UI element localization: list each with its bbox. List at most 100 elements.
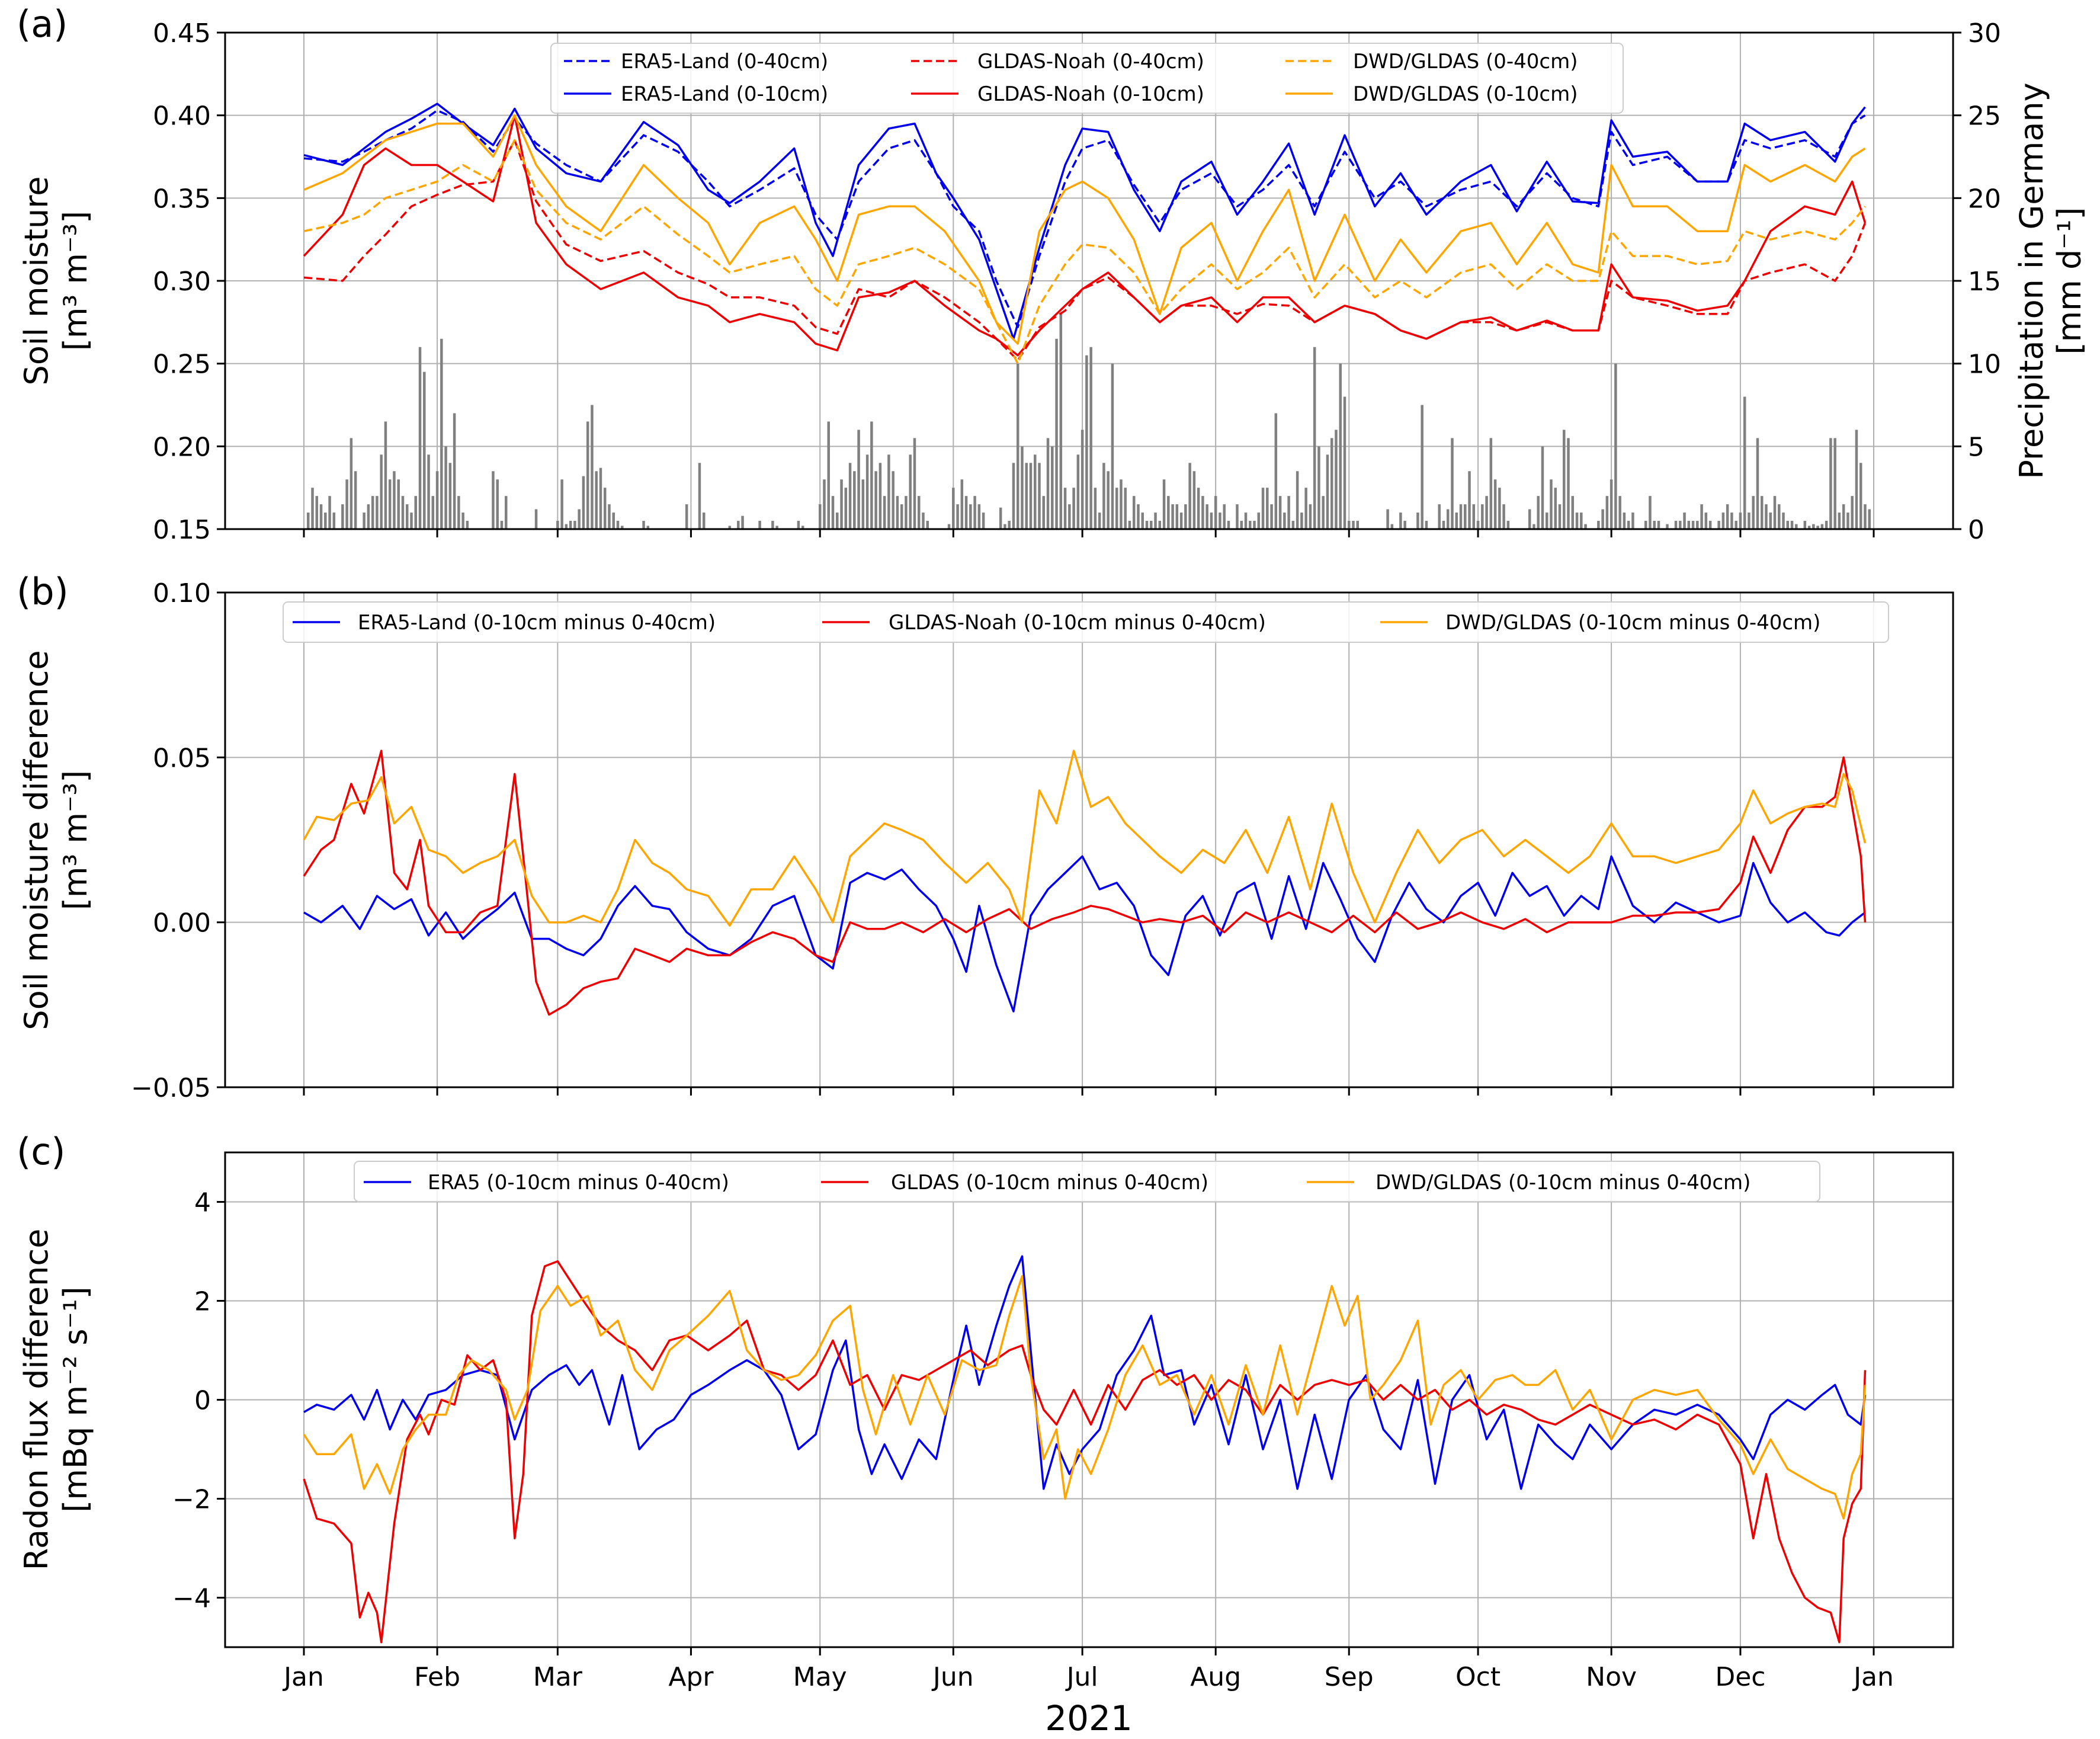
precip-bar	[418, 347, 422, 529]
x-tick-label: Nov	[1586, 1662, 1637, 1692]
precip-bar	[1120, 479, 1123, 529]
precip-bar	[354, 471, 357, 529]
precip-bar	[831, 496, 835, 529]
precip-bar	[1309, 504, 1312, 529]
panel-b-ylabel-line2: [m³ m⁻³]	[57, 770, 94, 910]
precip-bar	[1171, 504, 1174, 529]
y-tick-label: 0.25	[153, 350, 211, 380]
precip-bar	[565, 524, 568, 529]
precip-bar	[999, 507, 1002, 529]
precip-bar	[1769, 513, 1772, 529]
precip-bar	[1184, 504, 1187, 529]
precip-bar	[586, 421, 589, 529]
precip-bar	[801, 526, 804, 529]
precip-bar	[1666, 524, 1669, 529]
precip-bar	[1167, 496, 1170, 529]
precip-bar	[1691, 521, 1695, 529]
precip-bar	[1864, 504, 1867, 529]
series-line-gldas-noah-0-10cm-	[303, 114, 1867, 357]
precip-bar	[1442, 521, 1445, 529]
precip-bar	[1838, 513, 1841, 529]
precip-bar	[414, 496, 418, 529]
precip-bar	[1743, 396, 1746, 529]
precip-bar	[1175, 504, 1179, 529]
precip-bar	[1601, 509, 1604, 529]
precip-bar	[1700, 504, 1703, 529]
precip-bar	[1734, 521, 1737, 529]
precip-bar	[534, 509, 538, 529]
precip-bar	[1201, 496, 1204, 529]
y2-tick-label: 25	[1968, 101, 2001, 132]
precip-bar	[1726, 504, 1729, 529]
precip-bar	[393, 471, 396, 529]
precip-bar	[595, 471, 598, 529]
precip-bar	[1748, 513, 1750, 529]
precip-bar	[1485, 496, 1488, 529]
precip-bar	[1674, 521, 1678, 529]
precip-bar	[964, 496, 968, 529]
precip-bar	[1446, 509, 1450, 529]
series-line-dwd-gldas-0-10cm-	[303, 114, 1866, 345]
legend-a-gldas-40: GLDAS-Noah (0-40cm)	[977, 50, 1204, 73]
precip-bar	[569, 521, 572, 529]
legend-b-gldas: GLDAS-Noah (0-10cm minus 0-40cm)	[889, 611, 1266, 635]
precip-bar	[388, 479, 392, 529]
panel-a-label: (a)	[17, 2, 68, 46]
precip-bar	[1610, 479, 1613, 529]
precip-bar	[913, 438, 916, 529]
precip-bar	[578, 509, 581, 529]
precip-bar	[737, 521, 740, 529]
precip-bar	[1563, 430, 1566, 529]
y-tick-label: 0.30	[153, 267, 211, 297]
series-line-dwd-gldas-0-10cm-minus-0-40cm-	[303, 750, 1867, 927]
precip-bar	[1584, 524, 1587, 529]
precip-bar	[844, 488, 848, 529]
y-tick-label: −4	[172, 1584, 211, 1614]
precip-bar	[1063, 488, 1067, 529]
y2-tick-label: 15	[1968, 267, 2001, 297]
y-tick-label: −0.05	[131, 1073, 211, 1103]
precip-bar	[1278, 496, 1282, 529]
precip-bar	[345, 479, 348, 529]
precip-bar	[926, 521, 929, 529]
precip-bar	[1128, 521, 1131, 529]
precip-bar	[621, 526, 624, 529]
precip-bar	[960, 479, 964, 529]
precip-bar	[603, 488, 607, 529]
precip-bar	[1068, 504, 1071, 529]
precip-bar	[1778, 504, 1781, 529]
precip-bar	[1322, 496, 1325, 529]
precip-bar	[1859, 463, 1862, 529]
precip-bar	[1425, 521, 1428, 529]
precip-bar	[1081, 430, 1084, 529]
precip-bar	[1679, 521, 1682, 529]
precip-bar	[853, 471, 856, 529]
legend-c-dwd: DWD/GLDAS (0-10cm minus 0-40cm)	[1376, 1171, 1750, 1194]
precip-bar	[1842, 504, 1845, 529]
precip-bar	[315, 496, 319, 529]
precip-bar	[1575, 513, 1579, 529]
precip-bar	[892, 471, 894, 529]
precip-bar	[1558, 504, 1562, 529]
y-tick-label: 0.00	[153, 908, 211, 939]
precip-bar	[887, 454, 890, 529]
precip-bar	[1489, 438, 1493, 529]
panel-c-x-ticks	[303, 1647, 1875, 1655]
precip-bar	[1820, 524, 1824, 529]
precip-bar	[1537, 496, 1540, 529]
precip-bar	[444, 446, 447, 529]
precip-bar	[1291, 521, 1295, 529]
precip-bar	[1756, 438, 1759, 529]
panel-a-y2label-line1: Precipitation in Germany	[2013, 82, 2050, 479]
precip-bar	[1472, 504, 1476, 529]
precip-bar	[642, 521, 645, 529]
precip-bar	[1089, 347, 1092, 529]
precip-bar	[1498, 488, 1501, 529]
x-tick-label: Mar	[533, 1662, 583, 1692]
precip-bar	[1055, 338, 1058, 529]
precip-bar	[1257, 513, 1261, 529]
legend-b-dwd: DWD/GLDAS (0-10cm minus 0-40cm)	[1445, 611, 1820, 635]
precip-bar	[1386, 509, 1389, 529]
panel-b-y-ticks: −0.05 0.00 0.05 0.10	[131, 578, 225, 1103]
y-tick-label: 2	[194, 1287, 211, 1317]
